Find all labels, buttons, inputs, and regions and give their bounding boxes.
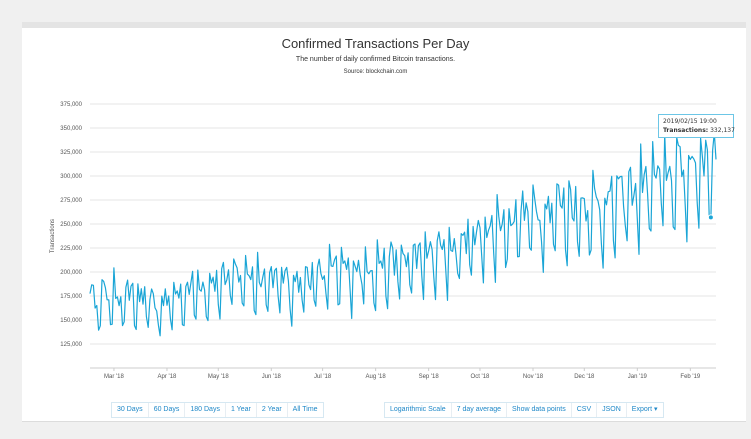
y-tick-label: 250,000 <box>60 222 82 228</box>
y-tick-label: 300,000 <box>60 174 82 180</box>
tooltip-label: Transactions: <box>663 127 709 134</box>
y-axis-title: Transactions <box>50 219 56 253</box>
x-tick-label: Feb '19 <box>680 374 700 380</box>
range-1-year-button[interactable]: 1 Year <box>226 403 257 417</box>
y-tick-label: 350,000 <box>60 126 82 132</box>
range-180-days-button[interactable]: 180 Days <box>185 403 226 417</box>
x-tick-label: Apr '18 <box>158 374 177 380</box>
tooltip-value: 332,137 <box>710 127 735 134</box>
y-tick-label: 200,000 <box>60 270 82 276</box>
transactions-series-line <box>89 131 717 337</box>
x-tick-label: Sep '18 <box>419 374 440 380</box>
y-tick-label: 175,000 <box>60 294 82 300</box>
y-tick-label: 225,000 <box>60 246 82 252</box>
x-tick-label: Jun '18 <box>262 374 282 380</box>
options-button-group: Logarithmic Scale 7 day average Show dat… <box>384 402 664 418</box>
y-tick-label: 275,000 <box>60 198 82 204</box>
seven-day-average-button[interactable]: 7 day average <box>452 403 508 417</box>
x-tick-label: Oct '18 <box>471 374 490 380</box>
x-tick-label: Dec '18 <box>574 374 595 380</box>
x-tick-label: Jan '19 <box>628 374 648 380</box>
x-tick-label: Aug '18 <box>366 374 387 380</box>
panel-bottom-border <box>22 421 746 422</box>
logarithmic-scale-button[interactable]: Logarithmic Scale <box>385 403 452 417</box>
export-dropdown-button[interactable]: Export ▾ <box>631 406 658 413</box>
hover-point-marker <box>707 214 714 221</box>
show-data-points-button[interactable]: Show data points <box>507 403 572 417</box>
tooltip-date: 2019/02/15 19:00 <box>663 118 717 125</box>
json-button[interactable]: JSON <box>597 403 627 417</box>
range-all-time-button[interactable]: All Time <box>292 406 318 413</box>
x-tick-label: Mar '18 <box>104 374 124 380</box>
y-tick-label: 150,000 <box>60 318 82 324</box>
range-button-group: 30 Days 60 Days 180 Days 1 Year 2 Year A… <box>111 402 324 418</box>
chart-source: Source: blockchain.com <box>343 69 408 75</box>
y-tick-label: 325,000 <box>60 150 82 156</box>
x-tick-label: May '18 <box>208 374 229 380</box>
range-2-year-button[interactable]: 2 Year <box>257 403 288 417</box>
chart-title: Confirmed Transactions Per Day <box>281 36 470 51</box>
x-tick-label: Nov '18 <box>523 374 544 380</box>
x-tick-label: Jul '18 <box>314 374 332 380</box>
y-tick-label: 375,000 <box>60 102 82 108</box>
csv-button[interactable]: CSV <box>572 403 598 417</box>
data-tooltip: 2019/02/15 19:00 Transactions: 332,137 <box>658 114 735 138</box>
range-60-days-button[interactable]: 60 Days <box>149 403 186 417</box>
tooltip-value-row: Transactions: 332,137 <box>663 126 735 135</box>
chart-subtitle: The number of daily confirmed Bitcoin tr… <box>295 56 456 63</box>
range-30-days-button[interactable]: 30 Days <box>112 403 149 417</box>
y-tick-label: 125,000 <box>60 342 82 348</box>
